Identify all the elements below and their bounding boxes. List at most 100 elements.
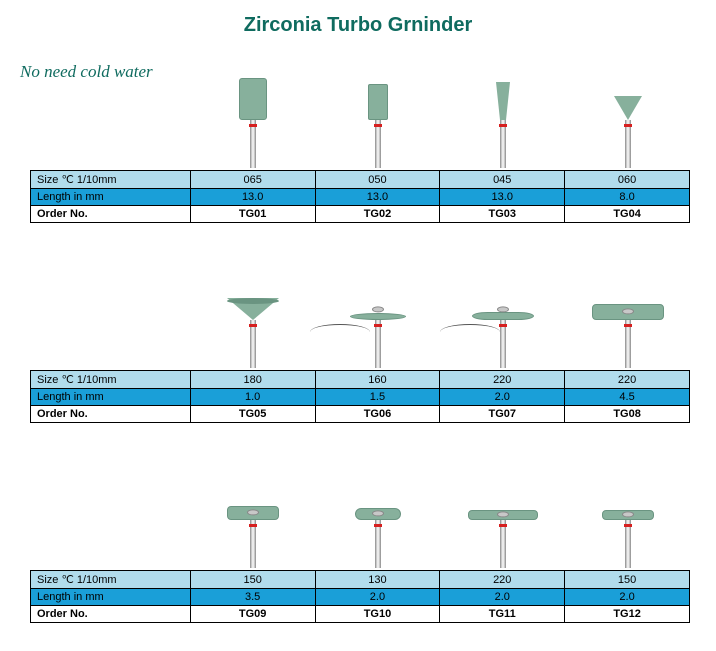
shaft-icon xyxy=(375,520,381,568)
length-value: 13.0 xyxy=(440,189,565,206)
order-value: TG01 xyxy=(190,206,315,223)
head-disc-icon xyxy=(355,508,401,520)
length-value: 2.0 xyxy=(440,589,565,606)
table-row: Order No. TG09 TG10 TG11 TG12 xyxy=(31,606,690,623)
spec-table-2: Size ℃ 1/10mm 180 160 220 220 Length in … xyxy=(30,370,690,423)
size-label: Size ℃ 1/10mm xyxy=(31,371,191,389)
table-row: Order No. TG01 TG02 TG03 TG04 xyxy=(31,206,690,223)
shaft-icon xyxy=(625,120,631,168)
size-label: Size ℃ 1/10mm xyxy=(31,571,191,589)
order-value: TG02 xyxy=(315,206,440,223)
table-row: Size ℃ 1/10mm 150 130 220 150 xyxy=(31,571,690,589)
size-value: 050 xyxy=(315,171,440,189)
product-row xyxy=(30,250,690,370)
spec-table-3: Size ℃ 1/10mm 150 130 220 150 Length in … xyxy=(30,570,690,623)
head-cylinder-icon xyxy=(239,78,267,120)
head-disc-icon xyxy=(227,506,279,520)
section-3: Size ℃ 1/10mm 150 130 220 150 Length in … xyxy=(30,450,690,623)
head-cylinder-icon xyxy=(368,84,388,120)
order-value: TG07 xyxy=(440,406,565,423)
size-value: 160 xyxy=(315,371,440,389)
shaft-icon xyxy=(500,320,506,368)
spec-table-1: Size ℃ 1/10mm 065 050 045 060 Length in … xyxy=(30,170,690,223)
grinder-tg09 xyxy=(227,506,279,568)
grinder-tg11 xyxy=(468,510,538,568)
table-row: Length in mm 13.0 13.0 13.0 8.0 xyxy=(31,189,690,206)
length-value: 8.0 xyxy=(565,189,690,206)
head-cup-icon xyxy=(227,298,279,320)
size-value: 130 xyxy=(315,571,440,589)
length-value: 4.5 xyxy=(565,389,690,406)
shaft-icon xyxy=(250,120,256,168)
size-value: 220 xyxy=(440,371,565,389)
grinder-tg12 xyxy=(602,510,654,568)
size-value: 220 xyxy=(440,571,565,589)
length-label: Length in mm xyxy=(31,389,191,406)
shaft-icon xyxy=(250,320,256,368)
size-value: 060 xyxy=(565,171,690,189)
product-row xyxy=(30,450,690,570)
grinder-tg01 xyxy=(239,78,267,168)
length-value: 13.0 xyxy=(190,189,315,206)
length-value: 1.0 xyxy=(190,389,315,406)
order-value: TG04 xyxy=(565,206,690,223)
section-2: Size ℃ 1/10mm 180 160 220 220 Length in … xyxy=(30,250,690,423)
shaft-icon xyxy=(625,520,631,568)
table-row: Length in mm 1.0 1.5 2.0 4.5 xyxy=(31,389,690,406)
shaft-icon xyxy=(500,120,506,168)
grinder-tg05 xyxy=(227,298,279,368)
grinder-tg08 xyxy=(592,304,664,368)
head-disc-icon xyxy=(592,304,664,320)
head-disc-icon xyxy=(468,510,538,520)
page-title: Zirconia Turbo Grninder xyxy=(0,0,716,37)
table-row: Size ℃ 1/10mm 065 050 045 060 xyxy=(31,171,690,189)
order-value: TG03 xyxy=(440,206,565,223)
size-value: 150 xyxy=(565,571,690,589)
size-value: 150 xyxy=(190,571,315,589)
order-value: TG08 xyxy=(565,406,690,423)
length-label: Length in mm xyxy=(31,189,191,206)
length-value: 2.0 xyxy=(565,589,690,606)
section-1: Size ℃ 1/10mm 065 050 045 060 Length in … xyxy=(30,50,690,223)
head-disc-icon xyxy=(472,312,534,320)
table-row: Size ℃ 1/10mm 180 160 220 220 xyxy=(31,371,690,389)
shaft-icon xyxy=(250,520,256,568)
order-value: TG06 xyxy=(315,406,440,423)
table-row: Length in mm 3.5 2.0 2.0 2.0 xyxy=(31,589,690,606)
order-value: TG11 xyxy=(440,606,565,623)
length-value: 1.5 xyxy=(315,389,440,406)
size-value: 045 xyxy=(440,171,565,189)
length-value: 2.0 xyxy=(440,389,565,406)
size-label: Size ℃ 1/10mm xyxy=(31,171,191,189)
head-cone-icon xyxy=(496,82,510,120)
head-disc-icon xyxy=(602,510,654,520)
order-label: Order No. xyxy=(31,206,191,223)
length-value: 2.0 xyxy=(315,589,440,606)
order-value: TG09 xyxy=(190,606,315,623)
length-label: Length in mm xyxy=(31,589,191,606)
shaft-icon xyxy=(375,320,381,368)
size-value: 220 xyxy=(565,371,690,389)
shaft-icon xyxy=(625,320,631,368)
grinder-tg10 xyxy=(355,508,401,568)
order-value: TG05 xyxy=(190,406,315,423)
product-row xyxy=(30,50,690,170)
head-disc-icon xyxy=(350,313,406,320)
size-value: 065 xyxy=(190,171,315,189)
order-value: TG10 xyxy=(315,606,440,623)
grinder-tg02 xyxy=(368,84,388,168)
order-label: Order No. xyxy=(31,406,191,423)
grinder-tg03 xyxy=(496,82,510,168)
order-label: Order No. xyxy=(31,606,191,623)
shaft-icon xyxy=(500,520,506,568)
length-value: 3.5 xyxy=(190,589,315,606)
size-value: 180 xyxy=(190,371,315,389)
grinder-tg06 xyxy=(350,313,406,368)
shaft-icon xyxy=(375,120,381,168)
order-value: TG12 xyxy=(565,606,690,623)
grinder-tg04 xyxy=(614,96,642,168)
head-inverted-cone-icon xyxy=(614,96,642,120)
table-row: Order No. TG05 TG06 TG07 TG08 xyxy=(31,406,690,423)
grinder-tg07 xyxy=(472,312,534,368)
length-value: 13.0 xyxy=(315,189,440,206)
